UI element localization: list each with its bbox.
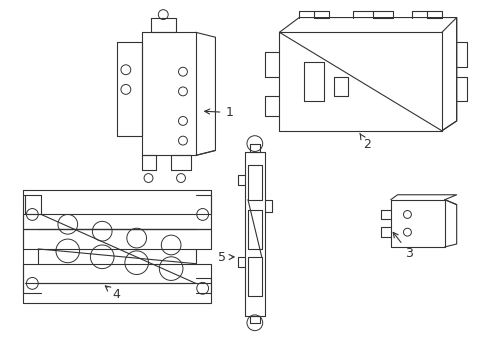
Text: 1: 1 xyxy=(204,106,233,119)
Text: 5: 5 xyxy=(218,251,234,264)
Text: 2: 2 xyxy=(359,133,370,152)
Text: 3: 3 xyxy=(392,233,412,260)
Text: 4: 4 xyxy=(105,286,120,301)
